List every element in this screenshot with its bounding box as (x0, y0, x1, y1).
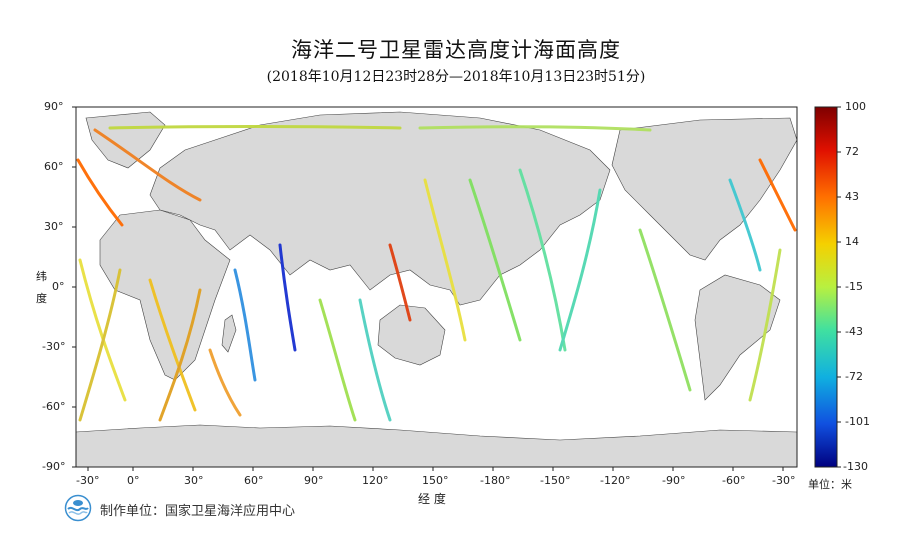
lon-tick-label: 120° (362, 474, 389, 487)
lon-tick-label: -60° (722, 474, 746, 487)
lon-tick-label: 150° (422, 474, 449, 487)
ground-tracks (76, 125, 797, 422)
track-21 (108, 125, 402, 130)
lat-tick-label: 60° (44, 160, 64, 173)
lon-tick-label: 90° (304, 474, 324, 487)
lon-tick-label: -150° (540, 474, 571, 487)
track-11 (423, 178, 467, 342)
lat-tick-label: 0° (52, 280, 65, 293)
lat-tick-label: -60° (42, 400, 66, 413)
lon-tick-label: -180° (480, 474, 511, 487)
track-13 (518, 168, 567, 352)
colorbar-tick-label: -15 (845, 280, 863, 293)
colorbar-unit: 单位：米 (808, 478, 852, 491)
track-16 (728, 178, 762, 272)
north-america-land (611, 117, 797, 261)
track-5 (148, 278, 197, 412)
track-18 (748, 248, 782, 402)
track-19 (318, 298, 357, 422)
track-20 (358, 298, 392, 422)
y-axis-label: 纬 (36, 270, 47, 283)
track-17 (758, 158, 797, 232)
colorbar-tick-label: -72 (845, 370, 863, 383)
antarctica-land (76, 424, 797, 467)
track-2 (93, 128, 202, 202)
lat-tick-label: 90° (44, 100, 64, 113)
track-7 (208, 348, 242, 417)
map-subtitle: (2018年10月12日23时28分—2018年10月13日23时51分) (266, 69, 646, 85)
y-axis-label: 度 (36, 292, 47, 305)
track-6 (158, 288, 202, 422)
map-title: 海洋二号卫星雷达高度计海面高度 (291, 38, 621, 62)
x-axis-label: 经 度 (418, 492, 446, 506)
lat-tick-label: -30° (42, 340, 66, 353)
lat-tick-label: -90° (42, 460, 66, 473)
lon-tick-label: 30° (184, 474, 204, 487)
colorbar-ticks (837, 106, 841, 468)
colorbar-tick-label: -101 (845, 415, 870, 428)
australia-land (377, 304, 446, 366)
south-america-land (694, 274, 781, 401)
colorbar-tick-label: 43 (845, 190, 859, 203)
africa-land (99, 209, 231, 381)
track-15 (638, 228, 692, 392)
colorbar-tick-label: -130 (843, 460, 868, 473)
colorbar-tick-label: 72 (845, 145, 859, 158)
axis-ticks (72, 106, 784, 471)
lon-tick-label: -30° (76, 474, 100, 487)
track-4 (78, 268, 122, 422)
colorbar-tick-label: -43 (845, 325, 863, 338)
producer-label: 制作单位：国家卫星海洋应用中心 (100, 504, 296, 519)
lat-tick-label: 30° (44, 220, 64, 233)
track-8 (278, 243, 297, 352)
lon-tick-label: -90° (662, 474, 686, 487)
lon-tick-label: 60° (244, 474, 264, 487)
nsoas-logo-icon (64, 494, 92, 522)
lon-tick-label: -30° (772, 474, 796, 487)
lon-tick-label: 0° (127, 474, 140, 487)
colorbar (814, 106, 838, 468)
colorbar-tick-label: 14 (845, 235, 859, 248)
lon-tick-label: -120° (600, 474, 631, 487)
track-14 (558, 188, 602, 352)
madagascar-land (221, 314, 237, 353)
track-10 (388, 243, 412, 322)
track-9 (233, 268, 257, 382)
colorbar-tick-label: 100 (845, 100, 866, 113)
track-1 (76, 158, 124, 227)
track-12 (468, 178, 522, 342)
track-22 (418, 125, 652, 132)
